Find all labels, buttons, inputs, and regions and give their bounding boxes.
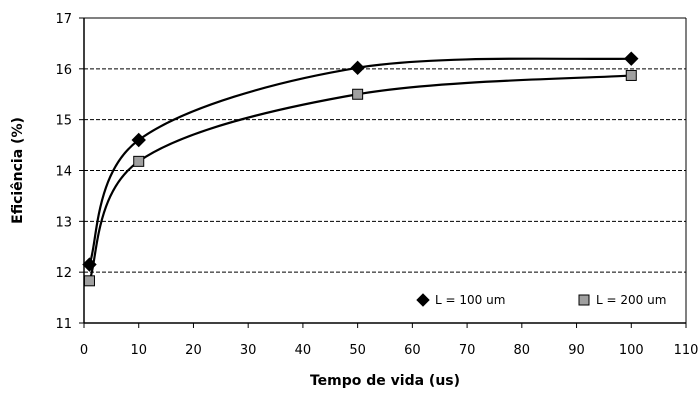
data-point-s1-3	[625, 69, 637, 81]
y-tick-label-17: 17	[55, 12, 72, 27]
x-tick-label-90: 90	[568, 343, 585, 358]
x-tick-label-20: 20	[185, 343, 202, 358]
x-tick-label-50: 50	[349, 343, 366, 358]
x-tick-label-10: 10	[130, 343, 147, 358]
y-axis-title: Eficiência (%)	[10, 117, 26, 224]
x-tick-label-60: 60	[404, 343, 421, 358]
legend: L = 100 um L = 200 um	[416, 293, 666, 307]
x-axis-title: Tempo de vida (us)	[310, 373, 460, 389]
x-tick-label-80: 80	[514, 343, 531, 358]
x-tick-label-100: 100	[619, 343, 644, 358]
series-line-0	[88, 57, 632, 265]
tick-labels: 11 12 13 14 15 16 17 0 10 20 30 40 50 60 70 80 90 100 110	[55, 12, 698, 358]
axes	[79, 17, 687, 328]
y-tick-label-14: 14	[55, 165, 72, 180]
series-group	[82, 51, 639, 287]
x-tick-label-30: 30	[240, 343, 257, 358]
gridlines	[84, 68, 686, 273]
data-point-s1-2	[352, 88, 364, 100]
legend-marker-l-100	[416, 293, 430, 307]
y-tick-label-11: 11	[55, 317, 72, 332]
series-line-1	[88, 74, 632, 282]
data-point-s1-1	[133, 155, 145, 167]
x-tick-label-40: 40	[295, 343, 312, 358]
legend-label-l-200: L = 200 um	[596, 293, 666, 307]
data-point-s0-2	[350, 60, 365, 76]
x-tick-label-70: 70	[459, 343, 476, 358]
data-point-s0-1	[131, 132, 146, 148]
y-tick-label-12: 12	[55, 266, 72, 281]
y-tick-label-15: 15	[55, 114, 72, 129]
data-point-s0-3	[624, 51, 639, 66]
y-tick-label-13: 13	[55, 215, 72, 230]
x-tick-label-0: 0	[80, 343, 88, 358]
y-tick-label-16: 16	[55, 63, 72, 78]
data-point-s1-0	[83, 275, 95, 287]
legend-marker-l-200	[578, 294, 590, 306]
x-tick-label-110: 110	[674, 343, 699, 358]
legend-label-l-100: L = 100 um	[435, 293, 505, 307]
